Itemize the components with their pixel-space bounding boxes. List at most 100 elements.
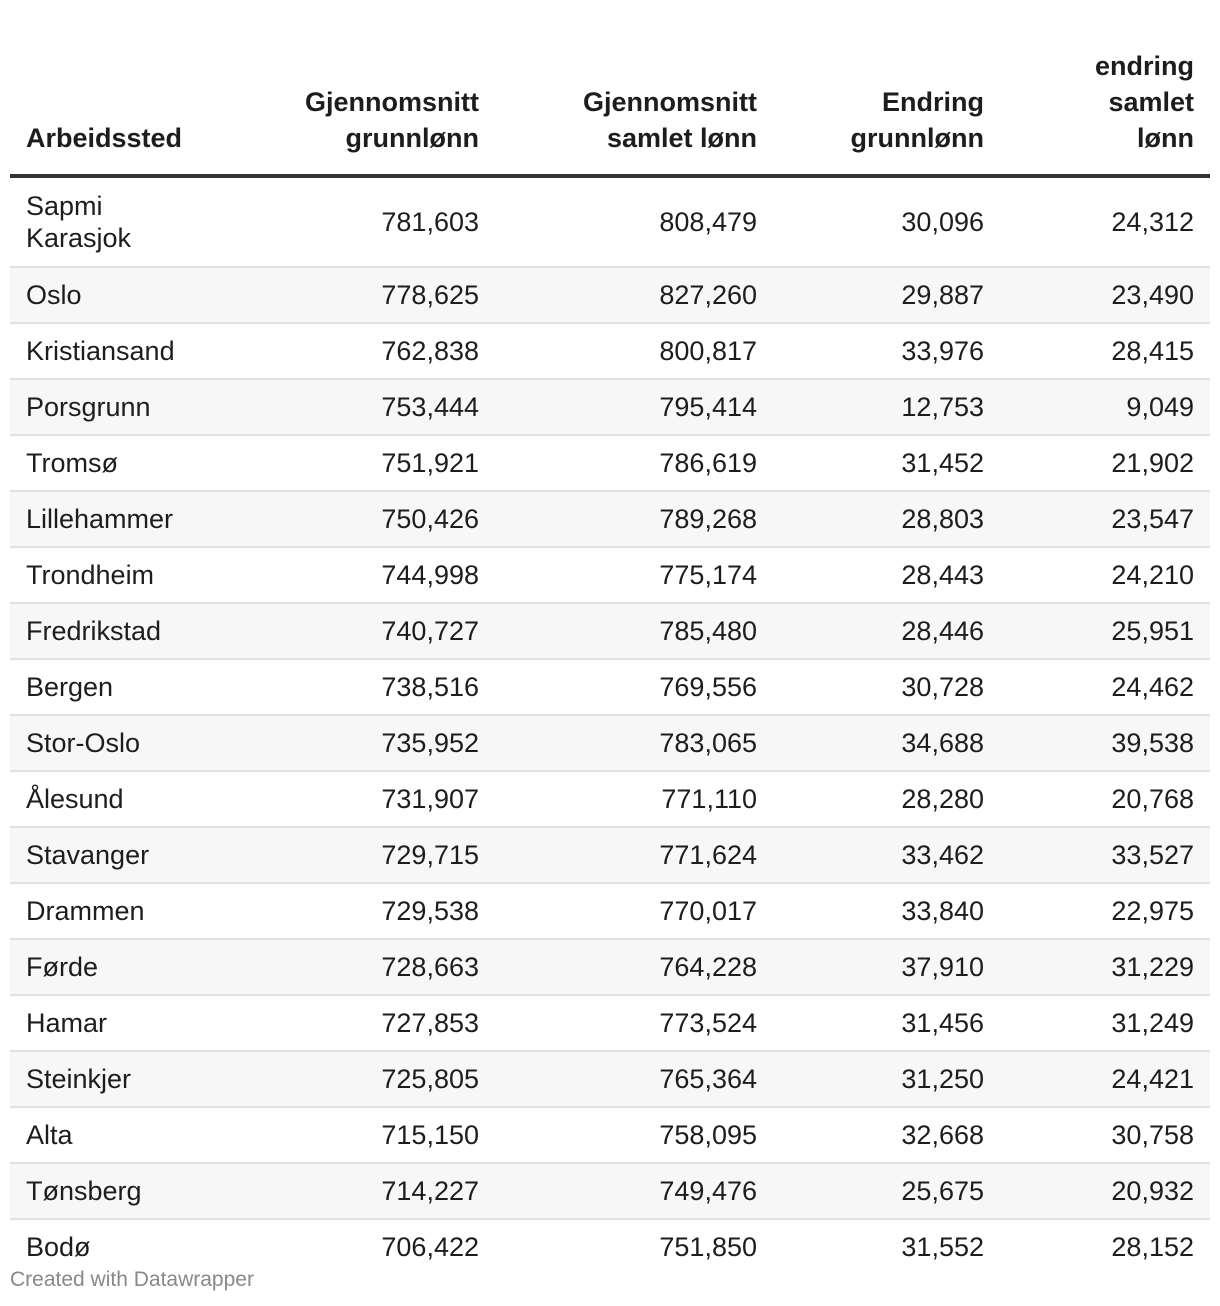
cell-gjennomsnitt-samlet-lonn: 751,850 [659,1232,757,1262]
header-text-line: samlet lønn [606,123,757,153]
cell-arbeidssted: Bergen [10,659,230,716]
cell-gjennomsnitt-grunnlonn: 781,603 [230,176,495,268]
cell-gjennomsnitt-samlet-lonn: 785,480 [495,603,773,660]
cell-text-line: Steinkjer [26,1064,132,1094]
salary-table: Arbeidssted Gjennomsnitt grunnlønn Gjennoms… [10,40,1210,1274]
cell-gjennomsnitt-grunnlonn: 715,150 [230,1107,495,1164]
cell-endring-samlet-lonn: 28,415 [1000,323,1210,380]
table-row: Førde 728,663 764,228 37,910 31,229 [10,939,1210,996]
header-text-line: grunnlønn [850,123,984,153]
cell-text-line: Tønsberg [26,1176,142,1206]
cell-text-line: Porsgrunn [26,392,151,422]
cell-arbeidssted: Hamar [10,995,230,1052]
cell-gjennomsnitt-samlet-lonn: 783,065 [495,715,773,772]
cell-endring-grunnlonn: 28,446 [773,603,1000,660]
cell-gjennomsnitt-samlet-lonn: 765,364 [495,1051,773,1108]
cell-gjennomsnitt-samlet-lonn: 764,228 [495,939,773,996]
cell-text-line: Bodø [26,1232,91,1262]
cell-text-line: Førde [26,952,99,982]
cell-gjennomsnitt-grunnlonn: 744,998 [230,547,495,604]
cell-gjennomsnitt-grunnlonn: 729,715 [230,827,495,884]
cell-gjennomsnitt-grunnlonn: 727,853 [230,995,495,1052]
cell-text-line: Tromsø [26,448,118,478]
header-endring-samlet-lonn: endring samlet lønn [1000,40,1210,178]
cell-endring-grunnlonn: 34,688 [773,715,1000,772]
header-gjennomsnitt-samlet-lonn: Gjennomsnitt samlet lønn [495,40,773,178]
cell-endring-samlet-lonn: 39,538 [1000,715,1210,772]
cell-arbeidssted: Porsgrunn [10,379,230,436]
cell-gjennomsnitt-samlet-lonn: 771,624 [495,827,773,884]
cell-text-line: Alta [26,1120,73,1150]
cell-arbeidssted: Steinkjer [10,1051,230,1108]
header-gjennomsnitt-grunnlonn: Gjennomsnitt grunnlønn [230,40,495,178]
cell-arbeidssted: Trondheim [10,547,230,604]
cell-text-line: Stor-Oslo [26,728,141,758]
cell-arbeidssted: Fredrikstad [10,603,230,660]
cell-gjennomsnitt-grunnlonn: 729,538 [230,883,495,940]
footer-credit: Created with Datawrapper [10,1268,254,1291]
cell-endring-grunnlonn: 31,552 [901,1232,984,1262]
cell-gjennomsnitt-grunnlonn: 778,625 [230,267,495,324]
cell-gjennomsnitt-grunnlonn: 738,516 [230,659,495,716]
table-row: Trondheim 744,998 775,174 28,443 24,210 [10,547,1210,604]
cell-endring-grunnlonn: 33,462 [773,827,1000,884]
cell-gjennomsnitt-grunnlonn: 728,663 [230,939,495,996]
table-row: Fredrikstad 740,727 785,480 28,446 25,951 [10,603,1210,660]
header-text-line: Gjennomsnitt [583,87,757,117]
cell-endring-grunnlonn: 12,753 [773,379,1000,436]
table-row: Stor-Oslo 735,952 783,065 34,688 39,538 [10,715,1210,772]
cell-gjennomsnitt-grunnlonn: 750,426 [230,491,495,548]
table-body: Sapmi Karasjok 781,603 808,479 30,096 24,312 O… [10,176,1210,1274]
cell-arbeidssted: Stavanger [10,827,230,884]
cell-text-line: Lillehammer [26,504,174,534]
cell-endring-grunnlonn: 29,887 [773,267,1000,324]
cell-endring-grunnlonn: 28,803 [773,491,1000,548]
cell-gjennomsnitt-grunnlonn: 706,422 [381,1232,479,1262]
cell-text-line: Oslo [26,280,82,310]
cell-endring-samlet-lonn: 31,249 [1000,995,1210,1052]
cell-gjennomsnitt-samlet-lonn: 795,414 [495,379,773,436]
cell-endring-grunnlonn: 28,443 [773,547,1000,604]
header-text-line: grunnlønn [345,123,479,153]
cell-gjennomsnitt-grunnlonn: 753,444 [230,379,495,436]
table-row: Alta 715,150 758,095 32,668 30,758 [10,1107,1210,1164]
header-endring-grunnlonn: Endring grunnlønn [773,40,1000,178]
cell-gjennomsnitt-grunnlonn: 735,952 [230,715,495,772]
cell-gjennomsnitt-samlet-lonn: 775,174 [495,547,773,604]
cell-endring-samlet-lonn: 22,975 [1000,883,1210,940]
cell-endring-grunnlonn: 30,096 [773,176,1000,268]
cell-gjennomsnitt-samlet-lonn: 770,017 [495,883,773,940]
table-row: Steinkjer 725,805 765,364 31,250 24,421 [10,1051,1210,1108]
cell-arbeidssted: Ålesund [10,771,230,828]
cell-gjennomsnitt-grunnlonn: 714,227 [230,1163,495,1220]
cell-endring-grunnlonn: 32,668 [773,1107,1000,1164]
table-row: Oslo 778,625 827,260 29,887 23,490 [10,267,1210,324]
cell-endring-grunnlonn: 31,250 [773,1051,1000,1108]
cell-endring-samlet-lonn: 20,932 [1000,1163,1210,1220]
cell-endring-samlet-lonn: 20,768 [1000,771,1210,828]
cell-gjennomsnitt-samlet-lonn: 771,110 [495,771,773,828]
table-row: Stavanger 729,715 771,624 33,462 33,527 [10,827,1210,884]
header-text-line: Arbeidssted [26,123,183,153]
cell-gjennomsnitt-samlet-lonn: 769,556 [495,659,773,716]
cell-arbeidssted: Oslo [10,267,230,324]
cell-endring-grunnlonn: 31,452 [773,435,1000,492]
cell-gjennomsnitt-samlet-lonn: 789,268 [495,491,773,548]
cell-endring-samlet-lonn: 24,312 [1000,176,1210,268]
cell-gjennomsnitt-samlet-lonn: 800,817 [495,323,773,380]
cell-endring-grunnlonn: 33,976 [773,323,1000,380]
header-text-line: lønn [1137,123,1194,153]
cell-text-line: Karasjok [26,223,132,253]
cell-arbeidssted: Tromsø [10,435,230,492]
table-row: Bodø 706,422 751,850 31,552 28,152 [10,1219,1210,1274]
header-text-line: endring [1095,51,1194,81]
cell-endring-grunnlonn: 33,840 [773,883,1000,940]
cell-endring-samlet-lonn: 31,229 [1000,939,1210,996]
table-row: Bergen 738,516 769,556 30,728 24,462 [10,659,1210,716]
table-row: Hamar 727,853 773,524 31,456 31,249 [10,995,1210,1052]
cell-endring-grunnlonn: 30,728 [773,659,1000,716]
cell-gjennomsnitt-samlet-lonn: 808,479 [495,176,773,268]
cell-gjennomsnitt-samlet-lonn: 827,260 [495,267,773,324]
cell-endring-samlet-lonn: 23,547 [1000,491,1210,548]
